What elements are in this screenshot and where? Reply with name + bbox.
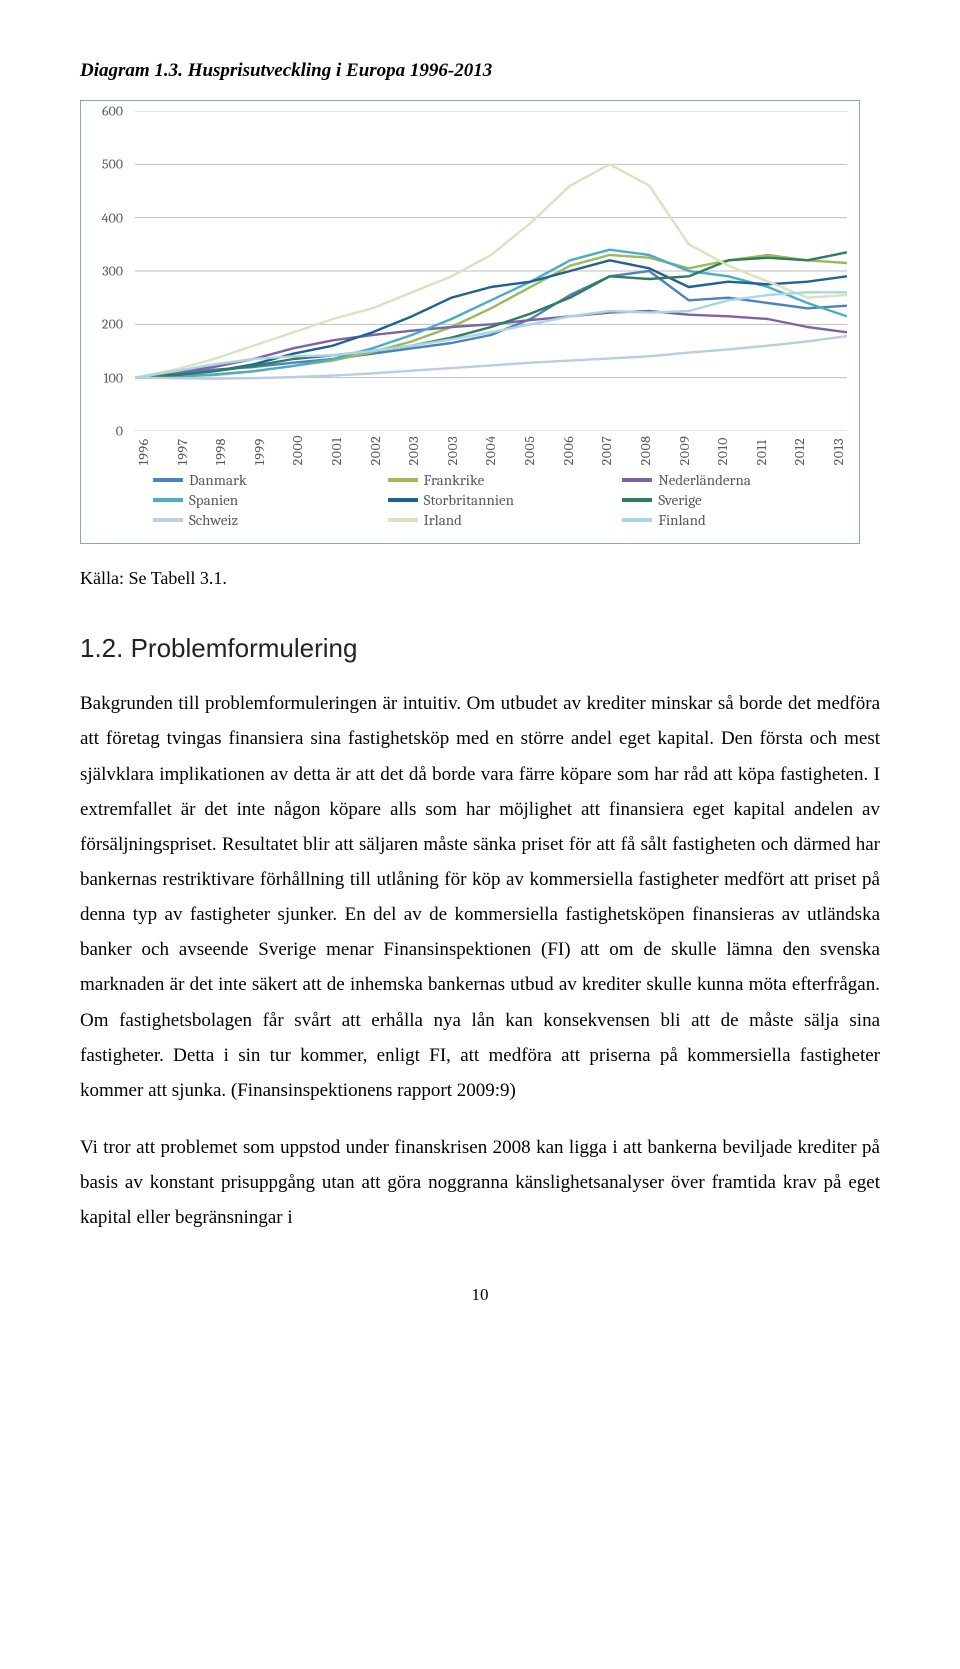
x-tick-label: 2010 <box>714 435 731 465</box>
legend-swatch <box>622 518 652 522</box>
legend-item: Spanien <box>153 491 378 509</box>
paragraph: Bakgrunden till problemformuleringen är … <box>80 686 880 1108</box>
series-line <box>135 250 847 378</box>
x-tick-label: 2009 <box>676 435 693 465</box>
x-axis: 1996 1997 1998 1999 2000 2001 2002 2003 2003 2004… <box>135 431 847 465</box>
legend-swatch <box>388 498 418 502</box>
legend-swatch <box>153 518 183 522</box>
section-heading: 1.2. Problemformulering <box>80 633 880 664</box>
x-tick-label: 2013 <box>830 435 847 465</box>
legend-swatch <box>153 478 183 482</box>
legend-label: Storbritannien <box>424 491 514 509</box>
y-tick-label: 400 <box>102 209 123 226</box>
legend-item: Danmark <box>153 471 378 489</box>
x-tick-label: 2008 <box>637 435 654 465</box>
y-tick-label: 600 <box>102 103 123 120</box>
y-tick-label: 200 <box>102 316 123 333</box>
y-tick-label: 100 <box>103 369 123 386</box>
figure-title: Diagram 1.3. Husprisutveckling i Europa … <box>80 60 880 82</box>
legend-label: Danmark <box>189 471 247 489</box>
x-tick-label: 1999 <box>251 435 268 465</box>
paragraph: Vi tror att problemet som uppstod under … <box>80 1130 880 1235</box>
x-tick-label: 2006 <box>560 435 577 465</box>
legend-swatch <box>388 478 418 482</box>
x-tick-label: 2003 <box>444 435 461 465</box>
legend-label: Finland <box>658 511 705 529</box>
x-tick-label: 2002 <box>367 435 384 465</box>
x-tick-label: 2005 <box>521 435 538 465</box>
legend-item: Storbritannien <box>388 491 613 509</box>
legend-swatch <box>388 518 418 522</box>
x-tick-label: 2001 <box>328 435 345 465</box>
chart-legend: Danmark Frankrike Nederländerna Spanien Stor… <box>153 471 847 529</box>
x-tick-label: 1998 <box>212 435 229 465</box>
x-tick-label: 2000 <box>289 435 306 465</box>
y-tick-label: 500 <box>102 156 123 173</box>
legend-swatch <box>622 498 652 502</box>
x-tick-label: 2003 <box>405 435 422 465</box>
legend-item: Finland <box>622 511 847 529</box>
x-tick-label: 2011 <box>753 435 770 465</box>
x-tick-label: 2007 <box>598 435 615 465</box>
plot-region <box>135 111 847 431</box>
legend-label: Schweiz <box>189 511 238 529</box>
legend-item: Sverige <box>622 491 847 509</box>
y-axis: 0100200300400500600 <box>93 111 129 431</box>
x-tick-label: 1996 <box>135 435 152 465</box>
x-tick-label: 2012 <box>791 435 808 465</box>
x-tick-label: 2004 <box>482 435 499 465</box>
legend-label: Sverige <box>658 491 701 509</box>
legend-label: Frankrike <box>424 471 485 489</box>
source-note: Källa: Se Tabell 3.1. <box>80 568 880 589</box>
x-tick-label: 1997 <box>174 435 191 465</box>
legend-label: Nederländerna <box>658 471 751 489</box>
legend-item: Irland <box>388 511 613 529</box>
legend-label: Spanien <box>189 491 238 509</box>
body-text: Bakgrunden till problemformuleringen är … <box>80 686 880 1235</box>
y-tick-label: 0 <box>116 423 123 440</box>
y-tick-label: 300 <box>102 263 123 280</box>
chart-plot-area: 0100200300400500600 <box>129 111 847 431</box>
legend-swatch <box>622 478 652 482</box>
chart-svg <box>135 111 847 431</box>
legend-item: Nederländerna <box>622 471 847 489</box>
page-number: 10 <box>80 1285 880 1305</box>
legend-item: Frankrike <box>388 471 613 489</box>
chart-container: 0100200300400500600 19961997199819992000… <box>80 100 860 544</box>
legend-swatch <box>153 498 183 502</box>
legend-item: Schweiz <box>153 511 378 529</box>
legend-label: Irland <box>424 511 462 529</box>
